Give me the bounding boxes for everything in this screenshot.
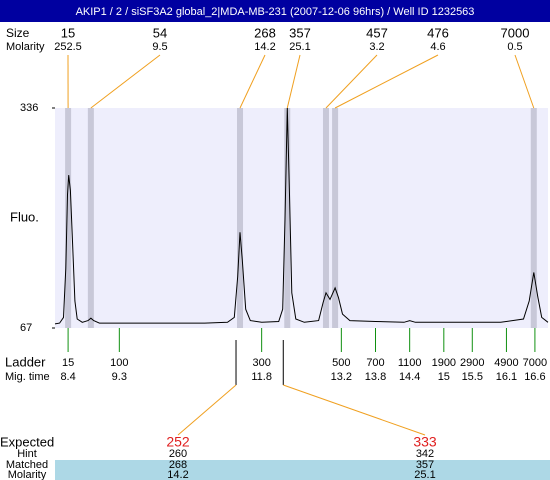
peak-leader [325, 54, 378, 109]
hint-value: 342 [416, 448, 434, 460]
peak-molarity: 9.5 [152, 41, 167, 53]
peak-size: 7000 [501, 25, 530, 40]
hint-label: Hint [17, 448, 37, 460]
ladder-size: 500 [332, 357, 350, 369]
peak-size: 54 [153, 25, 167, 40]
ladder-size: 15 [62, 357, 74, 369]
ladder-time: 15 [438, 371, 450, 383]
header-title: AKIP1 / 2 / siSF3A2 global_2|MDA-MB-231 … [76, 6, 475, 18]
matched-label: Matched [6, 459, 48, 471]
peak-molarity: 252.5 [54, 41, 82, 53]
ladder-size: 4900 [494, 357, 518, 369]
ladder-time: 16.1 [496, 371, 517, 383]
ladder-time: 13.8 [365, 371, 386, 383]
expected-label: Expected [0, 434, 54, 449]
matched-row-bg [55, 460, 550, 480]
peak-molarity: 14.2 [254, 41, 275, 53]
peak-band [65, 108, 72, 328]
ladder-time: 8.4 [60, 371, 75, 383]
peak-leader [286, 54, 301, 109]
plot-area [55, 108, 548, 328]
ladder-time: 16.6 [524, 371, 545, 383]
ladder-label: Ladder [5, 354, 46, 369]
ladder-size: 300 [252, 357, 270, 369]
y-tick-label: 67 [20, 322, 32, 334]
peak-leader [334, 54, 439, 109]
ladder-time: 14.4 [399, 371, 420, 383]
ladder-size: 1900 [432, 357, 456, 369]
matched-value: 268 [169, 459, 187, 471]
peak-molarity: 4.6 [430, 41, 445, 53]
peak-band [332, 108, 339, 328]
ladder-time: 15.5 [462, 371, 483, 383]
header-bar [0, 0, 550, 22]
peak-band [530, 108, 537, 328]
ladder-time: 11.8 [251, 371, 272, 383]
peak-size: 268 [254, 25, 276, 40]
peak-band [87, 108, 94, 328]
trace [54, 107, 549, 325]
molarity-value: 25.1 [414, 469, 435, 480]
peak-molarity: 0.5 [507, 41, 522, 53]
molarity-row-label: Molarity [6, 41, 45, 53]
expected-leader [177, 384, 237, 436]
size-row-label: Size [6, 26, 30, 40]
peak-band [237, 108, 244, 328]
ladder-size: 100 [110, 357, 128, 369]
matched-value: 357 [416, 459, 434, 471]
molarity-label: Molarity [8, 469, 47, 480]
expected-value: 333 [413, 434, 437, 450]
peak-leader [239, 54, 266, 109]
peak-size: 357 [289, 25, 311, 40]
ladder-time: 13.2 [331, 371, 352, 383]
ladder-size: 2900 [460, 357, 484, 369]
molarity-value: 14.2 [167, 469, 188, 480]
peak-band [322, 108, 329, 328]
ladder-size: 7000 [523, 357, 547, 369]
mig-time-label: Mig. time [5, 371, 50, 383]
hint-value: 260 [169, 448, 187, 460]
y-axis-label: Fluo. [10, 209, 39, 224]
y-tick-label: 336 [20, 102, 38, 114]
peak-leader [514, 54, 535, 109]
peak-molarity: 25.1 [289, 41, 310, 53]
peak-size: 15 [61, 25, 75, 40]
ladder-size: 1100 [398, 357, 422, 369]
expected-value: 252 [166, 434, 190, 450]
ladder-time: 9.3 [112, 371, 127, 383]
expected-leader [283, 384, 426, 436]
peak-leader [90, 54, 161, 109]
ladder-size: 700 [366, 357, 384, 369]
peak-band [284, 108, 291, 328]
peak-size: 476 [427, 25, 449, 40]
peak-molarity: 3.2 [369, 41, 384, 53]
peak-size: 457 [366, 25, 388, 40]
